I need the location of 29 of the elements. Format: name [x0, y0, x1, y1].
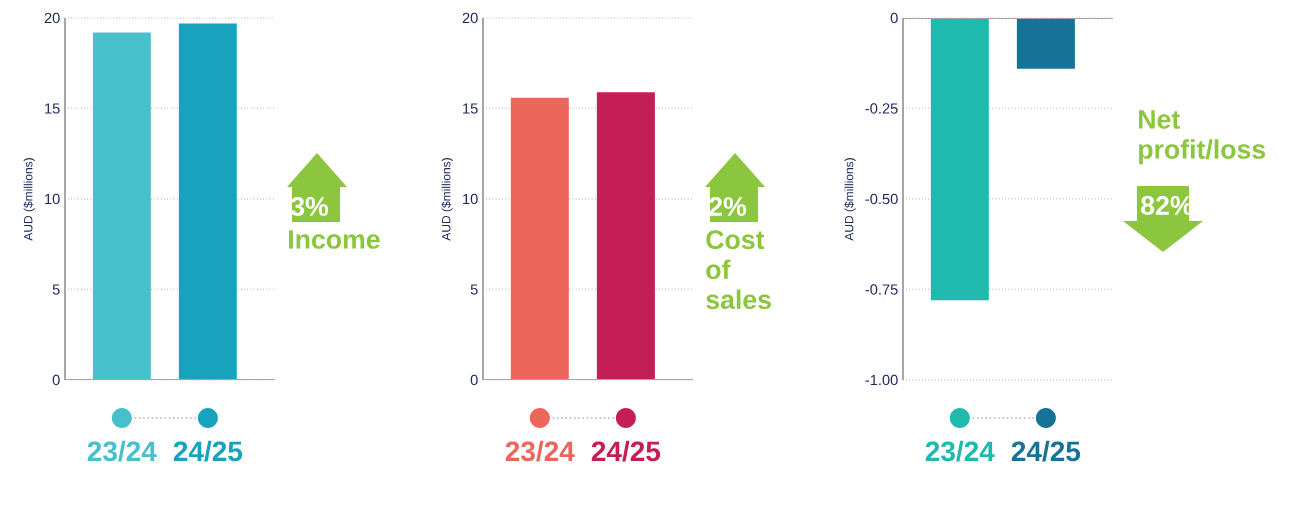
- y-tick-label: 15: [45, 103, 60, 114]
- y-tick-label: 0: [890, 12, 898, 24]
- y-tick-label: 5: [52, 284, 60, 295]
- x-tick-label: 23/24: [505, 440, 575, 462]
- x-tick-label: 24/25: [173, 440, 243, 462]
- y-tick-label: 0: [52, 374, 60, 386]
- x-tick-label: 23/24: [925, 440, 995, 462]
- x-tick-label: 23/24: [87, 440, 157, 462]
- y-axis-title: AUD ($millions): [844, 158, 856, 241]
- x-tick-label: 24/25: [591, 440, 661, 462]
- text: Income: [289, 230, 380, 249]
- y-tick-label: 20: [44, 12, 60, 24]
- text: 2%: [709, 197, 747, 216]
- text: Cost of sales: [706, 230, 771, 310]
- y-tick-label: -0.25: [865, 103, 898, 114]
- text: 3%: [290, 197, 329, 216]
- y-tick-label: 10: [45, 193, 60, 205]
- y-axis-title: AUD ($millions): [23, 158, 35, 241]
- x-tick-label: 24/25: [1011, 440, 1081, 462]
- y-tick-label: -0.75: [865, 284, 898, 295]
- y-tick-label: 0: [470, 374, 478, 386]
- y-axis-title: AUD ($millions): [441, 158, 453, 241]
- y-tick-label: 10: [463, 193, 478, 205]
- y-tick-label: -1.00: [865, 374, 898, 386]
- y-tick-label: 20: [462, 12, 478, 24]
- y-tick-label: 5: [470, 284, 478, 295]
- y-tick-label: 15: [463, 103, 478, 114]
- text: Net profit/loss: [1139, 110, 1266, 165]
- y-tick-label: -0.50: [865, 193, 898, 205]
